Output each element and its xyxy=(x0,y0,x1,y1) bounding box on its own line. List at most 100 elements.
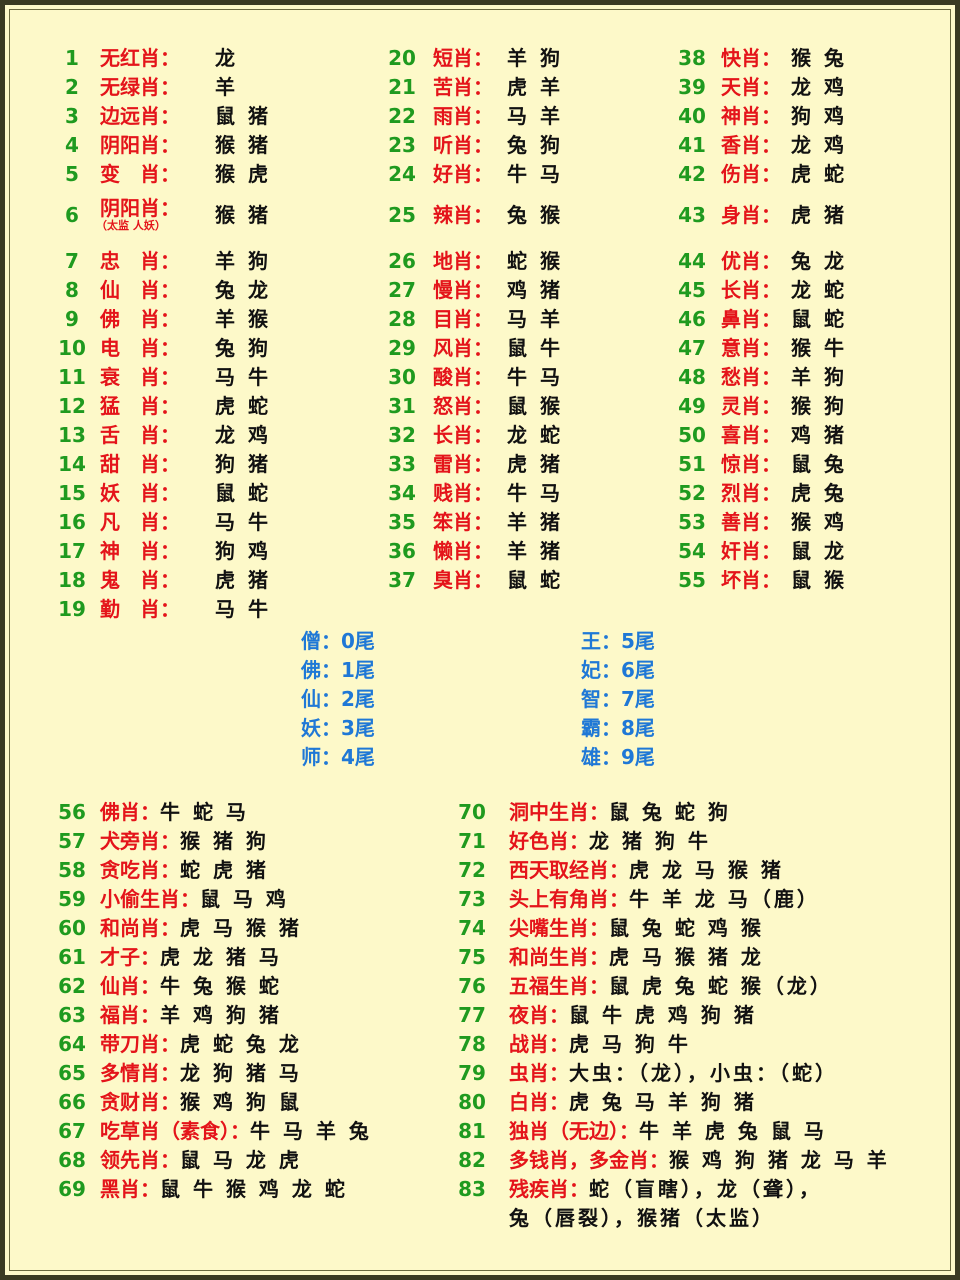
row-label: 舌 肖： xyxy=(100,423,180,447)
row-value: 虎 马 猴 猪 龙 xyxy=(609,945,764,969)
row-number: 14 xyxy=(58,452,86,476)
row-label: 贱肖： xyxy=(433,481,493,505)
row-number: 45 xyxy=(678,278,706,302)
row-label: 目肖： xyxy=(433,307,493,331)
row-label: 伤肖： xyxy=(721,162,781,186)
row-label: 烈肖： xyxy=(721,481,781,505)
row-number: 70 xyxy=(458,800,486,824)
tail-entry: 雄：9尾 xyxy=(581,745,655,769)
row-label: 和尚生肖： xyxy=(509,945,609,969)
row-value: 羊 狗 xyxy=(507,46,563,70)
row-number: 80 xyxy=(458,1090,486,1114)
row-value: 马 牛 xyxy=(215,365,271,389)
row-number: 66 xyxy=(58,1090,86,1114)
row-label: 鬼 肖： xyxy=(100,568,180,592)
row-number: 22 xyxy=(388,104,416,128)
row-number: 2 xyxy=(65,75,79,99)
row-value: 龙 鸡 xyxy=(791,75,847,99)
row-value: 兔 狗 xyxy=(215,336,271,360)
row-value: 大虫：（龙），小虫：（蛇） xyxy=(569,1061,838,1085)
row-value: 龙 鸡 xyxy=(791,133,847,157)
row-label: 电 肖： xyxy=(100,336,180,360)
row-number: 55 xyxy=(678,568,706,592)
row-label: 边远肖： xyxy=(100,104,180,128)
row-value: 猴 鸡 狗 猪 龙 马 羊 xyxy=(669,1148,890,1172)
tail-entry: 王：5尾 xyxy=(581,629,655,653)
row-number: 74 xyxy=(458,916,486,940)
row-value: 马 牛 xyxy=(215,510,271,534)
row-value: 龙 猪 狗 牛 xyxy=(589,829,711,853)
row-value: 鼠 兔 蛇 狗 xyxy=(609,800,731,824)
row-value: 猴 猪 xyxy=(215,133,271,157)
row-label: 凡 肖： xyxy=(100,510,180,534)
row-value: 龙 xyxy=(215,46,238,70)
tail-entry: 智：7尾 xyxy=(581,687,655,711)
row-label: 听肖： xyxy=(433,133,493,157)
row-label: 小偷生肖： xyxy=(100,887,200,911)
row-label: 长肖： xyxy=(433,423,493,447)
row-number: 26 xyxy=(388,249,416,273)
row-value: 龙 蛇 xyxy=(507,423,563,447)
row-number: 8 xyxy=(65,278,79,302)
row-number: 12 xyxy=(58,394,86,418)
row-label: 坏肖： xyxy=(721,568,781,592)
row-value: 兔 龙 xyxy=(215,278,271,302)
row-value: 鼠 虎 兔 蛇 猴（龙） xyxy=(609,974,833,998)
row-label: 佛 肖： xyxy=(100,307,180,331)
row-value: 蛇（盲瞎），龙（聋）， xyxy=(589,1177,822,1201)
row-value: 鼠 龙 xyxy=(791,539,847,563)
row-number: 4 xyxy=(65,133,79,157)
tail-entry: 师：4尾 xyxy=(301,745,375,769)
row-number: 50 xyxy=(678,423,706,447)
row-label: 仙肖： xyxy=(100,974,160,998)
row-label: 带刀肖： xyxy=(100,1032,180,1056)
row-label: 甜 肖： xyxy=(100,452,180,476)
row-value: 羊 猪 xyxy=(507,510,563,534)
row-value: 猴 猪 xyxy=(215,203,271,227)
row-value: 虎 蛇 xyxy=(215,394,271,418)
row-value: 鼠 马 龙 虎 xyxy=(180,1148,302,1172)
row-number: 16 xyxy=(58,510,86,534)
row-value: 牛 羊 虎 兔 鼠 马 xyxy=(639,1119,827,1143)
row-value: 猴 牛 xyxy=(791,336,847,360)
row-number: 63 xyxy=(58,1003,86,1027)
row-number: 51 xyxy=(678,452,706,476)
row-value: 虎 龙 马 猴 猪 xyxy=(629,858,784,882)
row-label: 五福生肖： xyxy=(509,974,609,998)
tail-entry: 佛：1尾 xyxy=(301,658,375,682)
row-label: 地肖： xyxy=(433,249,493,273)
row-value: 猴 狗 xyxy=(791,394,847,418)
row-value: 牛 马 羊 兔 xyxy=(250,1119,372,1143)
row-label: 神 肖： xyxy=(100,539,180,563)
row-number: 36 xyxy=(388,539,416,563)
row-label: 虫肖： xyxy=(509,1061,569,1085)
row-label: 白肖： xyxy=(509,1090,569,1114)
row-label: 仙 肖： xyxy=(100,278,180,302)
row-label: 喜肖： xyxy=(721,423,781,447)
row-value: 狗 鸡 xyxy=(791,104,847,128)
row-number: 29 xyxy=(388,336,416,360)
row-label: 变 肖： xyxy=(100,162,180,186)
row-label: 慢肖： xyxy=(433,278,493,302)
row-number: 35 xyxy=(388,510,416,534)
row-label: 犬旁肖： xyxy=(100,829,180,853)
row-number: 38 xyxy=(678,46,706,70)
row-number: 25 xyxy=(388,203,416,227)
row-label: 风肖： xyxy=(433,336,493,360)
row-value: 马 羊 xyxy=(507,307,563,331)
row-value: 羊 鸡 狗 猪 xyxy=(160,1003,282,1027)
row-label: 鼻肖： xyxy=(721,307,781,331)
row-label: 阴阳肖： xyxy=(100,133,180,157)
row-number: 79 xyxy=(458,1061,486,1085)
tail-entry: 霸：8尾 xyxy=(581,716,655,740)
row-label: 无红肖： xyxy=(100,46,180,70)
row-number: 65 xyxy=(58,1061,86,1085)
row-label: 洞中生肖： xyxy=(509,800,609,824)
row-number: 3 xyxy=(65,104,79,128)
row-label: 懒肖： xyxy=(433,539,493,563)
row-label: 战肖： xyxy=(509,1032,569,1056)
row-number: 58 xyxy=(58,858,86,882)
row-number: 34 xyxy=(388,481,416,505)
tail-entry: 妖：3尾 xyxy=(301,716,375,740)
